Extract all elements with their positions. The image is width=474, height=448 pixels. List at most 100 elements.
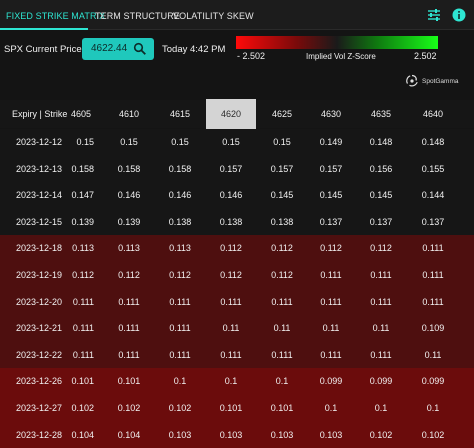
iv-cell[interactable]: 0.137 xyxy=(369,216,393,227)
iv-cell[interactable]: 0.099 xyxy=(369,376,393,387)
iv-cell[interactable]: 0.148 xyxy=(421,137,445,147)
iv-cell[interactable]: 0.112 xyxy=(169,270,191,280)
iv-cell[interactable]: 0.147 xyxy=(71,190,94,201)
iv-cell[interactable]: 0.111 xyxy=(72,296,94,307)
iv-cell[interactable]: 0.111 xyxy=(320,270,342,280)
iv-cell[interactable]: 0.137 xyxy=(421,216,445,227)
iv-cell[interactable]: 0.111 xyxy=(422,243,444,254)
iv-cell[interactable]: 0.145 xyxy=(369,190,393,201)
iv-cell[interactable]: 0.145 xyxy=(270,190,294,201)
iv-cell[interactable]: 0.104 xyxy=(71,429,94,440)
iv-cell[interactable]: 0.155 xyxy=(421,163,445,174)
iv-cell[interactable]: 0.111 xyxy=(370,349,392,360)
iv-cell[interactable]: 0.111 xyxy=(169,349,191,360)
iv-cell[interactable]: 0.112 xyxy=(370,243,392,254)
iv-cell[interactable]: 0.138 xyxy=(168,216,192,227)
iv-cell[interactable]: 0.158 xyxy=(168,163,192,174)
iv-cell[interactable]: 0.099 xyxy=(319,376,343,387)
iv-cell[interactable]: 0.099 xyxy=(421,376,445,387)
iv-cell[interactable]: 0.103 xyxy=(319,429,343,440)
iv-cell[interactable]: 0.101 xyxy=(71,376,94,387)
info-icon[interactable] xyxy=(452,8,466,22)
iv-cell[interactable]: 0.111 xyxy=(320,296,342,307)
iv-cell[interactable]: 0.1 xyxy=(275,376,289,387)
iv-cell[interactable]: 0.111 xyxy=(320,349,342,360)
iv-cell[interactable]: 0.15 xyxy=(120,137,138,147)
tab-volatility-skew[interactable]: VOLATILITY SKEW xyxy=(173,11,254,21)
iv-cell[interactable]: 0.11 xyxy=(273,323,291,334)
iv-cell[interactable]: 0.113 xyxy=(118,243,140,254)
iv-cell[interactable]: 0.109 xyxy=(421,323,445,334)
iv-cell[interactable]: 0.157 xyxy=(319,163,343,174)
iv-cell[interactable]: 0.111 xyxy=(118,323,140,334)
price-input[interactable]: 4622.44 xyxy=(82,38,154,60)
iv-cell[interactable]: 0.111 xyxy=(422,296,444,307)
iv-cell[interactable]: 0.111 xyxy=(370,296,392,307)
tab-fixed-strike-matrix[interactable]: FIXED STRIKE MATRIX xyxy=(6,11,106,21)
iv-cell[interactable]: 0.113 xyxy=(72,243,94,254)
iv-cell[interactable]: 0.111 xyxy=(271,296,293,307)
iv-cell[interactable]: 0.15 xyxy=(76,137,94,147)
iv-cell[interactable]: 0.101 xyxy=(117,376,141,387)
iv-cell[interactable]: 0.158 xyxy=(117,163,141,174)
iv-cell[interactable]: 0.112 xyxy=(220,243,242,254)
iv-cell[interactable]: 0.102 xyxy=(71,403,94,413)
iv-cell[interactable]: 0.156 xyxy=(369,163,393,174)
search-icon[interactable] xyxy=(133,42,147,56)
iv-cell[interactable]: 0.112 xyxy=(271,270,293,280)
iv-cell[interactable]: 0.144 xyxy=(421,190,445,201)
iv-cell[interactable]: 0.15 xyxy=(273,137,291,147)
iv-cell[interactable]: 0.15 xyxy=(222,137,240,147)
iv-cell[interactable]: 0.101 xyxy=(270,403,294,413)
iv-cell[interactable]: 0.111 xyxy=(220,296,242,307)
iv-cell[interactable]: 0.139 xyxy=(71,216,94,227)
iv-cell[interactable]: 0.11 xyxy=(222,323,240,334)
iv-cell[interactable]: 0.1 xyxy=(224,376,238,387)
iv-cell[interactable]: 0.103 xyxy=(270,429,294,440)
iv-cell[interactable]: 0.1 xyxy=(324,403,338,413)
iv-cell[interactable]: 0.111 xyxy=(169,296,191,307)
iv-cell[interactable]: 0.158 xyxy=(71,163,94,174)
iv-cell[interactable]: 0.112 xyxy=(220,270,242,280)
iv-cell[interactable]: 0.157 xyxy=(219,163,243,174)
iv-cell[interactable]: 0.111 xyxy=(118,296,140,307)
iv-cell[interactable]: 0.157 xyxy=(270,163,294,174)
iv-cell[interactable]: 0.103 xyxy=(168,429,192,440)
iv-cell[interactable]: 0.102 xyxy=(117,403,141,413)
iv-cell[interactable]: 0.104 xyxy=(117,429,141,440)
iv-cell[interactable]: 0.138 xyxy=(219,216,243,227)
iv-cell[interactable]: 0.15 xyxy=(171,137,189,147)
iv-cell[interactable]: 0.111 xyxy=(220,349,242,360)
iv-cell[interactable]: 0.112 xyxy=(118,270,140,280)
iv-cell[interactable]: 0.112 xyxy=(271,243,293,254)
iv-cell[interactable]: 0.111 xyxy=(118,349,140,360)
iv-cell[interactable]: 0.11 xyxy=(424,349,442,360)
iv-cell[interactable]: 0.111 xyxy=(72,349,94,360)
iv-cell[interactable]: 0.111 xyxy=(169,323,191,334)
iv-cell[interactable]: 0.145 xyxy=(319,190,343,201)
iv-cell[interactable]: 0.148 xyxy=(369,137,393,147)
iv-cell[interactable]: 0.102 xyxy=(168,403,192,413)
iv-cell[interactable]: 0.137 xyxy=(319,216,343,227)
iv-cell[interactable]: 0.113 xyxy=(169,243,191,254)
iv-cell[interactable]: 0.149 xyxy=(319,137,343,147)
iv-cell[interactable]: 0.1 xyxy=(173,376,187,387)
iv-cell[interactable]: 0.146 xyxy=(219,190,243,201)
iv-cell[interactable]: 0.138 xyxy=(270,216,294,227)
iv-cell[interactable]: 0.139 xyxy=(117,216,141,227)
price-value[interactable]: 4622.44 xyxy=(91,43,128,54)
iv-cell[interactable]: 0.111 xyxy=(370,270,392,280)
iv-cell[interactable]: 0.1 xyxy=(374,403,388,413)
iv-cell[interactable]: 0.102 xyxy=(421,429,445,440)
iv-cell[interactable]: 0.112 xyxy=(72,270,94,280)
iv-cell[interactable]: 0.146 xyxy=(117,190,141,201)
iv-cell[interactable]: 0.112 xyxy=(320,243,342,254)
iv-cell[interactable]: 0.1 xyxy=(426,403,440,413)
iv-cell[interactable]: 0.103 xyxy=(219,429,243,440)
iv-cell[interactable]: 0.102 xyxy=(369,429,393,440)
iv-cell[interactable]: 0.101 xyxy=(219,403,243,413)
iv-cell[interactable]: 0.11 xyxy=(322,323,340,334)
iv-cell[interactable]: 0.111 xyxy=(271,349,293,360)
sliders-icon[interactable] xyxy=(427,8,441,22)
iv-cell[interactable]: 0.146 xyxy=(168,190,192,201)
